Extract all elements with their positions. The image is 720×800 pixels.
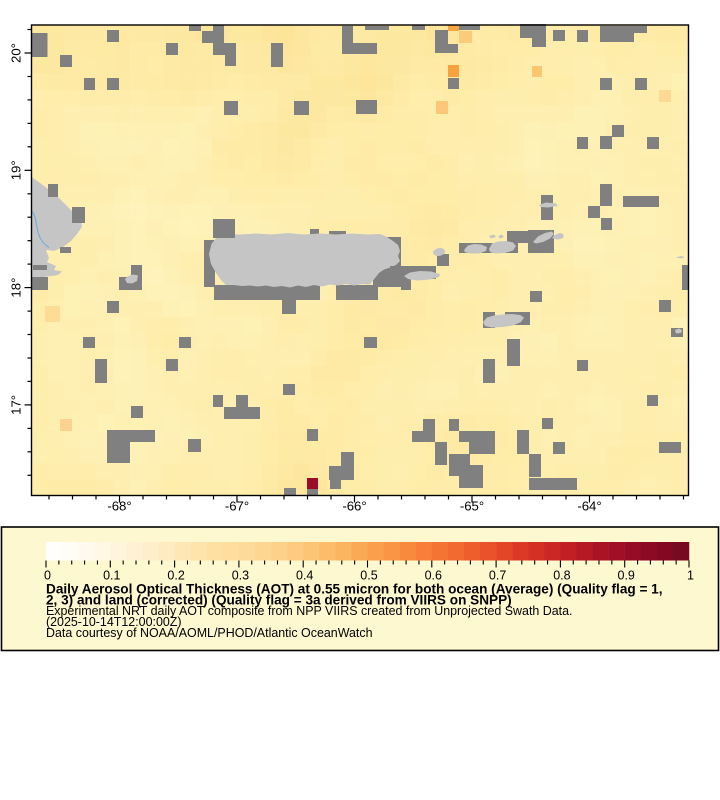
svg-text:0.9: 0.9	[618, 569, 635, 583]
svg-text:-68°: -68°	[107, 499, 131, 514]
svg-text:0: 0	[44, 569, 51, 583]
svg-text:18°: 18°	[9, 278, 24, 298]
svg-text:0.4: 0.4	[296, 569, 313, 583]
svg-text:17°: 17°	[9, 395, 24, 415]
svg-text:-65°: -65°	[460, 499, 484, 514]
svg-text:Experimental NRT daily AOT com: Experimental NRT daily AOT composite fro…	[46, 604, 573, 618]
svg-text:2, 3) and land (corrected) (Qu: 2, 3) and land (corrected) (Quality flag…	[46, 592, 512, 607]
svg-text:-64°: -64°	[577, 499, 601, 514]
svg-text:19°: 19°	[9, 160, 24, 180]
svg-text:1: 1	[687, 569, 694, 583]
svg-text:0.7: 0.7	[489, 569, 506, 583]
svg-text:(2025-10-14T12:00:00Z): (2025-10-14T12:00:00Z)	[46, 615, 182, 629]
svg-text:0.5: 0.5	[360, 569, 377, 583]
svg-text:20°: 20°	[9, 43, 24, 63]
svg-text:0.2: 0.2	[167, 569, 184, 583]
svg-text:0.3: 0.3	[232, 569, 249, 583]
svg-text:Data courtesy of NOAA/AOML/PHO: Data courtesy of NOAA/AOML/PHOD/Atlantic…	[46, 626, 373, 640]
svg-text:0.1: 0.1	[103, 569, 120, 583]
svg-text:-66°: -66°	[342, 499, 366, 514]
svg-text:0.8: 0.8	[553, 569, 570, 583]
svg-text:Daily Aerosol Optical Thicknes: Daily Aerosol Optical Thickness (AOT) at…	[46, 581, 663, 596]
svg-text:-67°: -67°	[225, 499, 249, 514]
svg-text:0.6: 0.6	[425, 569, 442, 583]
